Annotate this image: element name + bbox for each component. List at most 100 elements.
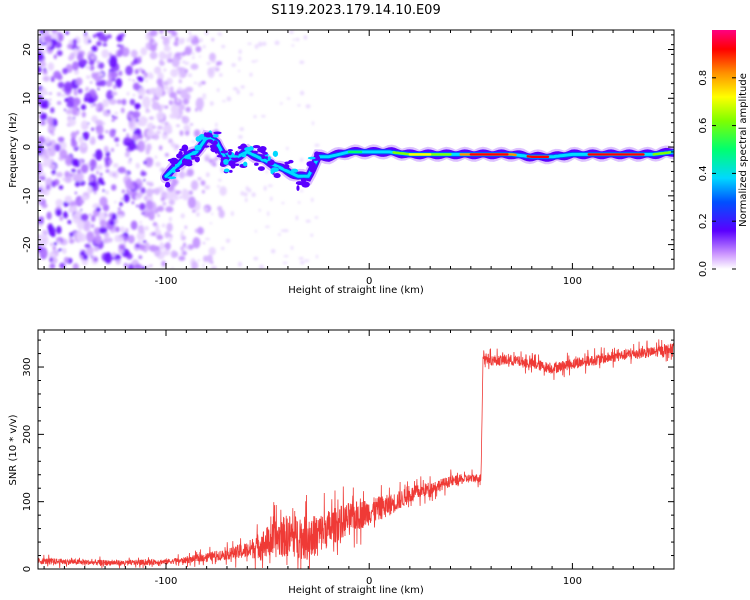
noise-blob <box>148 73 154 80</box>
noise-blob <box>145 265 150 269</box>
turbulent-blob <box>195 136 202 142</box>
spectrogram-image <box>38 30 674 269</box>
noise-blob <box>56 31 61 35</box>
noise-blob <box>178 255 186 261</box>
noise-blob <box>38 245 43 253</box>
noise-blob <box>140 171 147 177</box>
noise-blob <box>140 187 146 194</box>
noise-blob <box>111 114 114 118</box>
faint-blob <box>198 55 201 58</box>
noise-blob <box>193 81 197 85</box>
noise-blob <box>136 191 143 198</box>
faint-blob <box>243 192 248 197</box>
noise-blob <box>166 30 175 34</box>
noise-blob <box>151 97 156 103</box>
noise-blob <box>167 58 173 63</box>
noise-blob <box>152 133 160 140</box>
noise-blob <box>90 223 95 228</box>
noise-blob <box>116 35 123 42</box>
turbulent-blob <box>260 158 265 162</box>
faint-blob <box>305 104 311 109</box>
turbulent-blob <box>223 168 230 173</box>
noise-blob <box>138 116 147 127</box>
colorbar-label: Normalized spectral amplitude <box>738 73 749 227</box>
colorbar-ticks: 0.0 0.2 0.4 0.6 0.8 <box>698 70 736 277</box>
noise-blob <box>80 208 83 211</box>
noise-blob <box>102 189 105 193</box>
noise-blob <box>174 36 179 43</box>
faint-blob <box>191 140 196 143</box>
noise-blob <box>126 133 130 138</box>
noise-blob <box>181 230 184 234</box>
turbulent-blob <box>191 151 197 156</box>
faint-blob <box>258 208 261 212</box>
noise-blob <box>159 30 164 34</box>
noise-blob <box>132 110 141 119</box>
noise-blob <box>61 93 66 97</box>
snr-y-tick-label: 200 <box>22 425 33 444</box>
noise-blob <box>169 113 176 119</box>
noise-blob <box>40 87 47 96</box>
noise-blob <box>85 75 91 79</box>
faint-blob <box>177 86 183 92</box>
noise-blob <box>77 168 81 174</box>
faint-blob <box>240 191 245 196</box>
snr-y-tick-label: 0 <box>22 566 33 572</box>
noise-blob <box>149 30 158 37</box>
noise-blob <box>162 80 169 86</box>
noise-blob <box>118 236 124 243</box>
noise-blob <box>56 92 62 97</box>
noise-blob <box>193 129 201 138</box>
noise-blob <box>139 221 142 224</box>
turbulent-blob <box>184 159 193 165</box>
faint-blob <box>173 147 179 151</box>
noise-blob <box>76 219 85 230</box>
faint-blob <box>285 146 289 150</box>
noise-blob <box>114 137 120 143</box>
noise-blobs <box>38 30 320 269</box>
noise-blob <box>135 243 140 249</box>
noise-blob <box>99 219 107 227</box>
noise-blob <box>180 89 188 99</box>
faint-blob <box>270 196 273 202</box>
turbulent-blob <box>201 136 210 141</box>
noise-blob <box>111 119 115 122</box>
noise-blob <box>188 31 192 35</box>
noise-blob <box>218 209 225 219</box>
faint-blob <box>254 44 259 50</box>
noise-blob <box>164 123 173 135</box>
noise-blob <box>184 225 188 230</box>
noise-blob <box>105 79 113 87</box>
noise-blob <box>62 67 69 75</box>
noise-blob <box>199 38 203 43</box>
spectrogram-x-tick-label: 100 <box>563 276 582 287</box>
noise-blob <box>42 229 48 234</box>
noise-blob <box>61 177 66 181</box>
faint-blob <box>291 44 295 47</box>
noise-blob <box>147 122 154 131</box>
noise-blob <box>205 172 210 178</box>
noise-blob <box>122 54 126 57</box>
faint-blob <box>295 215 299 221</box>
noise-blob <box>180 245 185 252</box>
noise-blob <box>62 211 69 219</box>
noise-blob <box>148 88 156 95</box>
noise-blob <box>168 238 173 242</box>
faint-blob <box>232 87 238 91</box>
noise-blob <box>151 101 160 111</box>
noise-blob <box>43 42 47 46</box>
noise-blob <box>117 44 121 47</box>
noise-blob <box>39 112 48 121</box>
noise-blob <box>44 154 50 159</box>
noise-blob <box>115 143 119 147</box>
noise-blob <box>202 190 205 194</box>
noise-blob <box>46 116 54 125</box>
faint-blob <box>230 211 234 217</box>
faint-blob <box>274 40 280 46</box>
faint-blob <box>176 98 180 103</box>
faint-blob <box>181 60 186 64</box>
turbulent-blob <box>252 145 261 149</box>
spectrogram-y-tick-label: -20 <box>22 236 33 252</box>
noise-blob <box>183 124 191 132</box>
turbulent-blob <box>194 156 200 163</box>
